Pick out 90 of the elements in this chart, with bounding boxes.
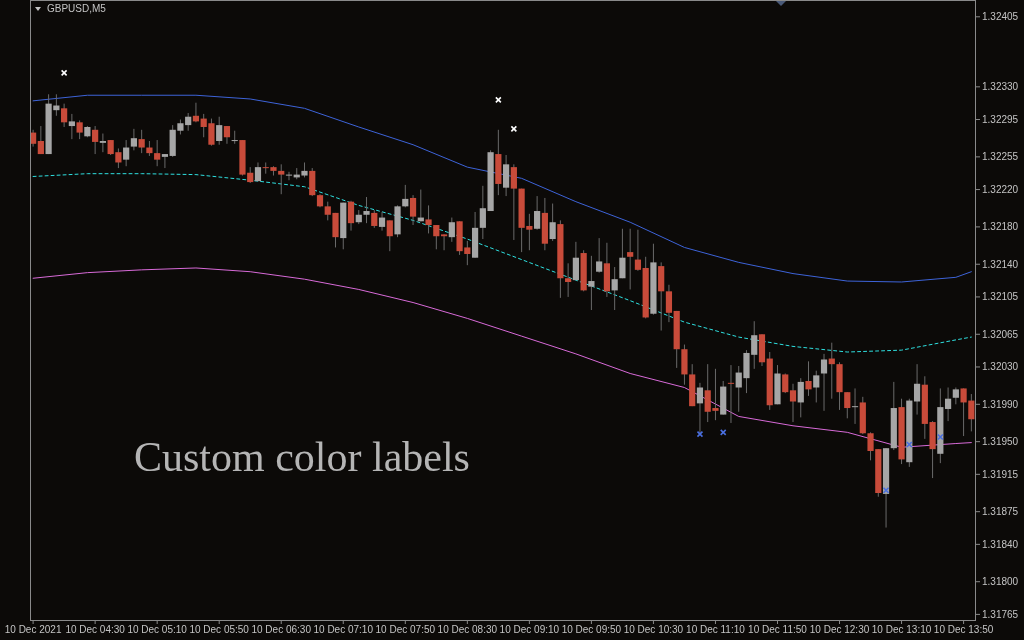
line-series (32, 94, 972, 283)
candlestick (425, 204, 432, 234)
y-tick-label: 1.31915 (982, 468, 1019, 480)
x-tick-label: 10 Dec 12:30 (809, 624, 870, 635)
candlestick (154, 139, 161, 167)
candlestick (386, 219, 393, 252)
candlestick (805, 360, 812, 397)
candlestick (92, 125, 99, 155)
candlestick (634, 229, 642, 272)
candlestick (627, 228, 634, 290)
point (696, 430, 704, 438)
y-tick-label: 1.32105 (982, 291, 1019, 303)
x-tick-label: 10 Dec 07:10 (313, 624, 374, 635)
y-tick-label: 1.31990 (982, 398, 1019, 410)
candlestick (503, 154, 510, 197)
y-tick-label: 1.31875 (982, 506, 1019, 518)
y-tick-label: 1.32180 (982, 221, 1019, 233)
x-tick-label: 10 Dec 05:50 (189, 624, 250, 635)
point (719, 429, 727, 436)
candlestick (138, 129, 145, 154)
candlestick (727, 364, 735, 424)
x-tick-label: 10 Dec 08:30 (437, 624, 498, 635)
x-tick-label: 10 Dec 2021 (4, 624, 62, 635)
candlestick (433, 224, 440, 250)
y-tick-label: 1.31950 (982, 436, 1019, 448)
candlestick (440, 233, 448, 251)
candlestick (565, 262, 572, 298)
y-tick-label: 1.32220 (982, 184, 1019, 196)
candlestick (37, 125, 44, 155)
point (60, 69, 68, 77)
y-tick-label: 1.32330 (982, 81, 1019, 93)
x-tick-label: 10 Dec 09:10 (499, 624, 560, 635)
x-tick-label: 10 Dec 07:50 (375, 624, 436, 635)
candlestick (231, 130, 238, 145)
candlestick (851, 387, 859, 425)
y-tick-label: 1.31840 (982, 538, 1019, 550)
y-tick-label: 1.32255 (982, 151, 1019, 163)
candlestick (61, 103, 68, 128)
candlestick (123, 139, 130, 167)
x-tick-label: 10 Dec 13:50 (933, 624, 994, 635)
candlestick (813, 370, 820, 403)
y-tick-label: 1.32295 (982, 114, 1019, 126)
candlestick (665, 284, 673, 323)
y-tick-label: 1.31765 (982, 608, 1019, 620)
x-tick-label: 10 Dec 06:30 (251, 624, 312, 635)
candlestick (549, 203, 556, 242)
candlestick (588, 255, 595, 311)
candlestick (347, 200, 355, 232)
candlestick (161, 153, 169, 169)
y-tick-label: 1.32030 (982, 361, 1019, 373)
candlestick (913, 363, 921, 416)
candlestick (278, 163, 285, 195)
y-tick-label: 1.31800 (982, 576, 1019, 588)
candlestick (844, 391, 851, 419)
y-tick-label: 1.32065 (982, 328, 1019, 340)
candlestick (596, 237, 603, 274)
candlestick (285, 171, 293, 181)
candlestick (76, 119, 83, 140)
x-tick-label: 10 Dec 13:10 (871, 624, 932, 635)
candlestick (130, 128, 138, 151)
candlestick (99, 133, 106, 153)
candlestick (797, 377, 804, 418)
y-tick-label: 1.32140 (982, 258, 1019, 270)
y-tick-label: 1.32405 (982, 11, 1019, 23)
annotation: Custom color labels (134, 434, 470, 480)
x-tick-label: 10 Dec 09:50 (561, 624, 622, 635)
candlestick (611, 266, 618, 311)
candlestick (510, 163, 517, 241)
x-tick-label: 10 Dec 11:50 (748, 624, 808, 635)
candlestick (619, 228, 626, 279)
candlestick (448, 217, 455, 243)
candlestick (216, 116, 223, 146)
chart-title: GBPUSD,M5 (47, 3, 107, 14)
candlestick (534, 195, 541, 231)
candlestick (363, 196, 370, 224)
x-tick-label: 10 Dec 11:10 (686, 624, 746, 635)
candlestick (782, 372, 789, 394)
point (510, 125, 518, 133)
candlestick (944, 387, 952, 422)
candlestick (378, 211, 386, 232)
candlestick (409, 194, 417, 226)
x-tick-label: 10 Dec 10:30 (623, 624, 684, 635)
candlestick (68, 113, 75, 140)
candlestick (820, 353, 828, 412)
candlestick (572, 241, 579, 281)
candlestick (789, 383, 797, 423)
candlestick (402, 184, 409, 208)
line-series (32, 173, 972, 353)
x-tick-label: 10 Dec 05:10 (127, 624, 188, 635)
x-tick-label: 10 Dec 04:30 (65, 624, 126, 635)
